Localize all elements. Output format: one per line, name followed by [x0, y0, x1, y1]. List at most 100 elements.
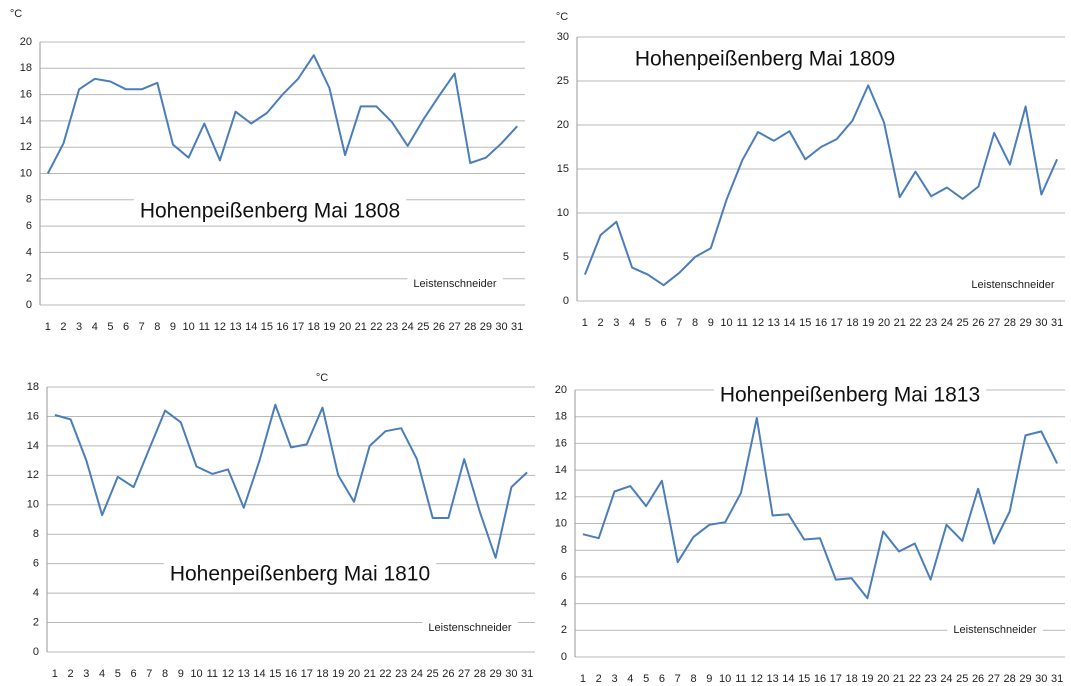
- y-tick-label: 4: [561, 598, 567, 610]
- x-tick-label: 3: [76, 321, 82, 333]
- x-tick-label: 10: [190, 668, 202, 680]
- unit-label: °C: [556, 11, 568, 23]
- x-tick-label: 15: [799, 317, 811, 329]
- x-tick-label: 23: [925, 673, 937, 685]
- y-tick-label: 14: [20, 115, 32, 127]
- y-tick-label: 8: [33, 528, 39, 540]
- y-tick-label: 2: [33, 616, 39, 628]
- y-tick-label: 0: [563, 295, 569, 307]
- x-tick-label: 27: [448, 321, 460, 333]
- y-tick-label: 15: [557, 163, 569, 175]
- credit: Leistenschneider: [428, 622, 512, 634]
- x-tick-label: 28: [1004, 673, 1016, 685]
- x-tick-label: 15: [261, 321, 273, 333]
- x-tick-label: 3: [611, 673, 617, 685]
- x-tick-label: 20: [878, 317, 890, 329]
- x-tick-label: 14: [783, 317, 795, 329]
- y-tick-label: 12: [27, 469, 39, 481]
- x-tick-label: 1: [582, 317, 588, 329]
- x-tick-label: 19: [862, 317, 874, 329]
- x-tick-label: 3: [613, 317, 619, 329]
- x-tick-label: 18: [308, 321, 320, 333]
- x-tick-label: 9: [708, 317, 714, 329]
- x-tick-label: 4: [99, 668, 105, 680]
- x-tick-label: 31: [521, 668, 533, 680]
- y-tick-label: 10: [555, 517, 567, 529]
- x-tick-label: 17: [830, 673, 842, 685]
- x-tick-label: 20: [877, 673, 889, 685]
- y-tick-label: 16: [27, 410, 39, 422]
- data-line: [46, 54, 518, 174]
- y-tick-label: 0: [33, 646, 39, 658]
- x-tick-label: 21: [364, 668, 376, 680]
- credit: Leistenschneider: [953, 624, 1037, 636]
- x-tick-label: 28: [474, 668, 486, 680]
- x-tick-label: 19: [332, 668, 344, 680]
- x-tick-label: 25: [957, 317, 969, 329]
- unit-label: °C: [316, 372, 328, 384]
- data-line: [54, 403, 528, 559]
- x-tick-label: 12: [214, 321, 226, 333]
- x-tick-label: 25: [417, 321, 429, 333]
- x-tick-label: 2: [598, 317, 604, 329]
- x-tick-label: 10: [719, 673, 731, 685]
- credit-bg: [422, 619, 518, 636]
- y-tick-label: 6: [26, 220, 32, 232]
- x-tick-label: 1: [45, 321, 51, 333]
- x-tick-label: 29: [490, 668, 502, 680]
- y-tick-label: 0: [26, 299, 32, 311]
- chart-title: Hohenpeißenberg Mai 1810: [170, 563, 430, 586]
- x-tick-label: 17: [831, 317, 843, 329]
- x-tick-label: 8: [692, 317, 698, 329]
- y-tick-label: 16: [20, 89, 32, 101]
- x-tick-label: 28: [1004, 317, 1016, 329]
- x-tick-label: 6: [131, 668, 137, 680]
- x-tick-label: 30: [505, 668, 517, 680]
- x-tick-label: 18: [846, 317, 858, 329]
- chart-title-bg: [133, 197, 407, 225]
- y-tick-label: 8: [26, 194, 32, 206]
- x-tick-label: 9: [706, 673, 712, 685]
- x-tick-label: 29: [1020, 317, 1032, 329]
- x-tick-label: 29: [480, 321, 492, 333]
- x-tick-label: 28: [464, 321, 476, 333]
- y-tick-label: 12: [20, 141, 32, 153]
- x-tick-label: 29: [1019, 673, 1031, 685]
- x-tick-label: 11: [199, 321, 210, 333]
- y-tick-label: 18: [27, 381, 39, 393]
- chart-title: Hohenpeißenberg Mai 1809: [635, 48, 895, 71]
- x-tick-label: 26: [972, 673, 984, 685]
- y-tick-label: 20: [20, 36, 32, 48]
- credit-bg: [407, 275, 503, 292]
- x-tick-label: 31: [511, 321, 523, 333]
- x-tick-label: 23: [386, 321, 398, 333]
- x-tick-label: 7: [676, 317, 682, 329]
- x-tick-label: 23: [395, 668, 407, 680]
- x-tick-label: 11: [207, 668, 218, 680]
- x-tick-label: 2: [596, 673, 602, 685]
- x-tick-label: 1: [52, 668, 58, 680]
- x-tick-label: 5: [115, 668, 121, 680]
- x-tick-label: 5: [643, 673, 649, 685]
- y-tick-label: 10: [27, 499, 39, 511]
- x-tick-label: 13: [229, 321, 241, 333]
- x-tick-label: 19: [323, 321, 335, 333]
- x-tick-label: 7: [146, 668, 152, 680]
- x-tick-label: 21: [893, 673, 905, 685]
- y-tick-label: 10: [557, 207, 569, 219]
- x-tick-label: 14: [782, 673, 794, 685]
- x-tick-label: 11: [737, 317, 748, 329]
- x-tick-label: 20: [348, 668, 360, 680]
- x-tick-label: 12: [752, 317, 764, 329]
- y-tick-label: 6: [33, 558, 39, 570]
- x-tick-label: 9: [170, 321, 176, 333]
- x-tick-label: 30: [1035, 673, 1047, 685]
- x-tick-label: 22: [379, 668, 391, 680]
- y-tick-label: 25: [557, 75, 569, 87]
- y-tick-label: 5: [563, 251, 569, 263]
- x-tick-label: 27: [988, 317, 1000, 329]
- x-tick-label: 14: [245, 321, 257, 333]
- x-tick-label: 5: [645, 317, 651, 329]
- x-tick-label: 18: [845, 673, 857, 685]
- chart-title-bg: [163, 560, 437, 588]
